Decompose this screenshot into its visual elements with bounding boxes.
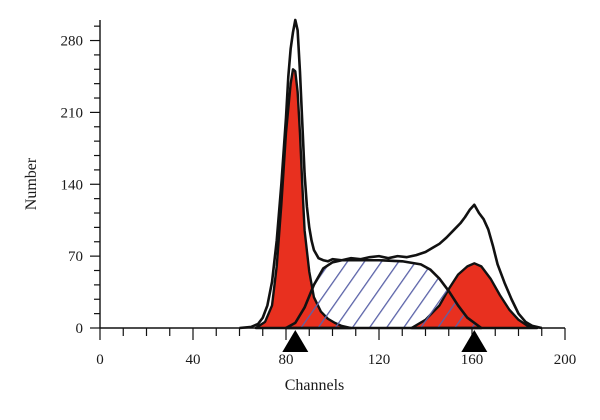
y-tick-label: 140 (61, 177, 84, 193)
x-tick-label: 200 (554, 352, 577, 368)
x-tick-label: 160 (461, 352, 484, 368)
axes (90, 20, 566, 352)
x-tick-label: 40 (186, 352, 201, 368)
peak-marker-triangle (461, 330, 488, 352)
x-tick-label: 80 (279, 352, 294, 368)
y-tick-label: 280 (61, 34, 84, 50)
x-tick-label: 0 (96, 352, 104, 368)
axis-labels: 0 40 80 120 160 200 0 70 140 210 280 Channels Number (23, 34, 576, 394)
y-tick-label: 0 (76, 321, 84, 337)
y-tick-label: 210 (61, 105, 84, 121)
x-tick-label: 120 (368, 352, 391, 368)
series-3-envelope-line (239, 18, 543, 330)
peak-marker-triangle (282, 330, 309, 352)
x-axis-title: Channels (285, 377, 345, 394)
series-layer (239, 18, 543, 330)
y-axis-title: Number (23, 157, 40, 210)
y-tick-label: 70 (68, 249, 83, 265)
series-1-hatched-area (284, 258, 483, 330)
